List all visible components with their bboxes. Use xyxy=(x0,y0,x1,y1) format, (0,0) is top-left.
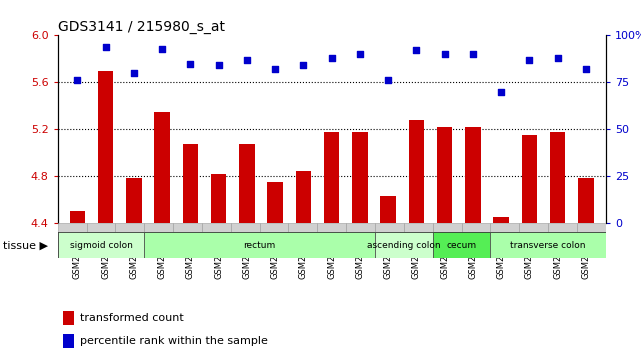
Bar xyxy=(465,127,481,223)
Bar xyxy=(346,223,375,232)
Bar xyxy=(578,178,594,223)
Bar xyxy=(375,223,404,232)
Bar xyxy=(462,223,490,232)
Point xyxy=(213,63,224,68)
Bar xyxy=(375,232,433,258)
Bar xyxy=(211,174,226,223)
Bar xyxy=(260,223,288,232)
Point xyxy=(242,57,252,63)
Bar xyxy=(409,120,424,223)
Bar xyxy=(231,223,260,232)
Bar xyxy=(324,132,340,223)
Text: percentile rank within the sample: percentile rank within the sample xyxy=(79,336,267,346)
Text: rectum: rectum xyxy=(244,241,276,250)
Text: transverse colon: transverse colon xyxy=(510,241,586,250)
Bar xyxy=(296,171,312,223)
Bar xyxy=(490,223,519,232)
Bar xyxy=(381,196,396,223)
Bar xyxy=(87,223,115,232)
Bar xyxy=(58,223,87,232)
Point xyxy=(468,51,478,57)
Bar xyxy=(494,217,509,223)
Bar xyxy=(433,232,490,258)
Bar xyxy=(519,223,548,232)
Bar xyxy=(490,232,606,258)
Bar xyxy=(144,223,173,232)
Bar xyxy=(154,112,170,223)
Bar xyxy=(63,334,74,348)
Bar xyxy=(317,223,346,232)
Text: cecum: cecum xyxy=(447,241,476,250)
Bar xyxy=(58,232,144,258)
Bar xyxy=(267,182,283,223)
Point xyxy=(412,47,422,53)
Text: GDS3141 / 215980_s_at: GDS3141 / 215980_s_at xyxy=(58,21,225,34)
Bar xyxy=(70,211,85,223)
Bar xyxy=(522,135,537,223)
Point xyxy=(72,78,83,83)
Text: tissue ▶: tissue ▶ xyxy=(3,241,48,251)
Bar xyxy=(404,223,433,232)
Bar xyxy=(577,223,606,232)
Bar xyxy=(548,223,577,232)
Text: transformed count: transformed count xyxy=(79,313,183,323)
Bar xyxy=(288,223,317,232)
Point xyxy=(524,57,535,63)
Point xyxy=(581,66,591,72)
Point xyxy=(185,61,196,67)
Point xyxy=(298,63,308,68)
Point xyxy=(440,51,450,57)
Point xyxy=(101,44,111,50)
Bar xyxy=(550,132,565,223)
Bar xyxy=(126,178,142,223)
Bar xyxy=(437,127,453,223)
Bar xyxy=(115,223,144,232)
Text: ascending colon: ascending colon xyxy=(367,241,440,250)
Point xyxy=(383,78,394,83)
Bar xyxy=(98,70,113,223)
Point xyxy=(355,51,365,57)
Bar xyxy=(239,144,254,223)
Bar xyxy=(433,223,462,232)
Point xyxy=(553,55,563,61)
Point xyxy=(327,55,337,61)
Point xyxy=(270,66,280,72)
Point xyxy=(496,89,506,95)
Bar xyxy=(63,312,74,325)
Bar xyxy=(173,223,202,232)
Bar xyxy=(183,144,198,223)
Bar xyxy=(202,223,231,232)
Point xyxy=(129,70,139,76)
Bar xyxy=(144,232,375,258)
Text: sigmoid colon: sigmoid colon xyxy=(69,241,133,250)
Bar xyxy=(352,132,368,223)
Point xyxy=(157,46,167,51)
